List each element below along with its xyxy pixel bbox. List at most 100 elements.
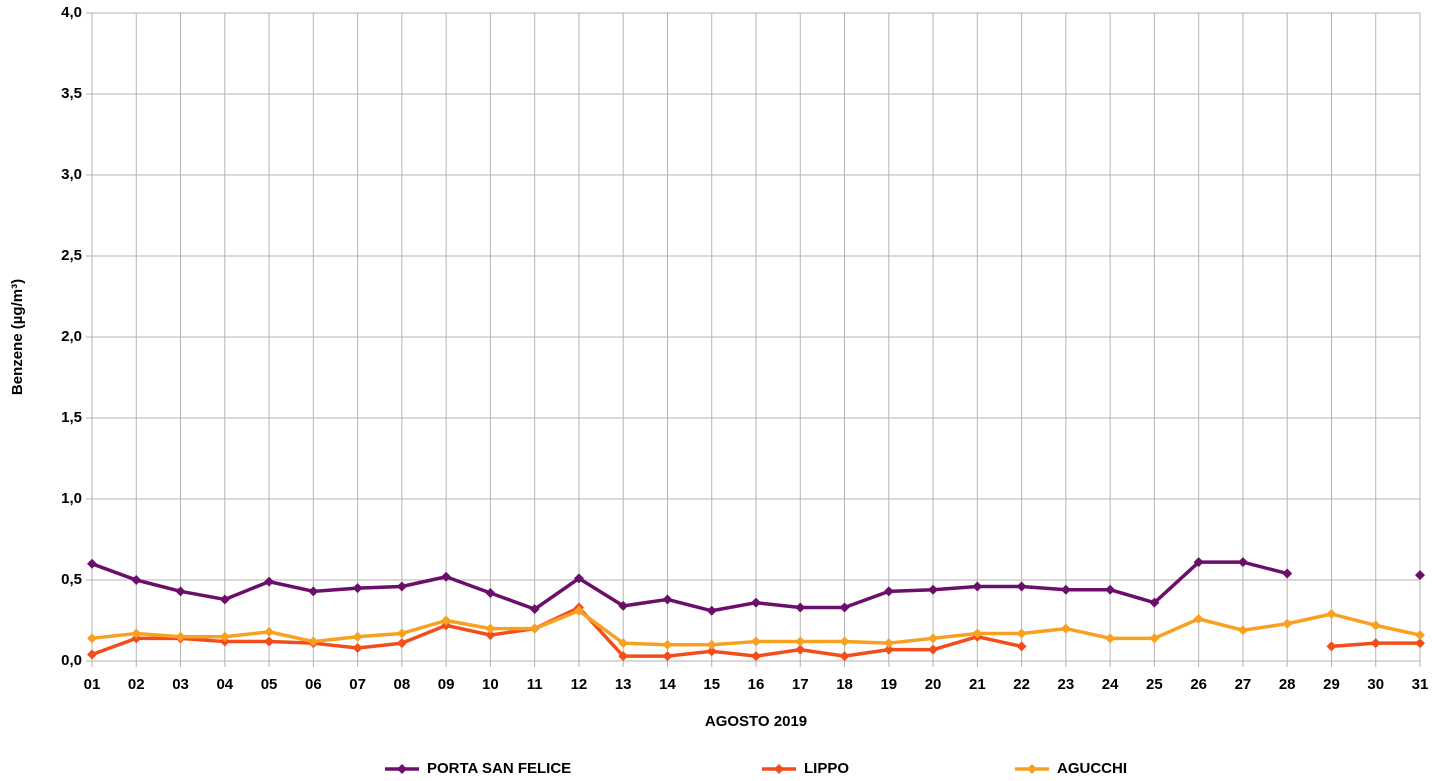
data-point [219,594,230,605]
data-point [839,602,850,613]
y-tick-label: 1,5 [61,409,82,426]
x-tick-label: 25 [1146,676,1163,693]
data-point [1016,641,1027,652]
data-point [928,584,939,595]
x-tick-label: 11 [527,676,543,693]
legend-label: LIPPO [804,760,849,777]
data-point [839,636,850,647]
data-point [662,594,673,605]
data-point [751,651,761,662]
legend-marker [1027,764,1037,774]
data-point [618,638,629,649]
x-tick-label: 16 [748,676,765,693]
x-tick-label: 12 [571,676,588,693]
x-tick-label: 30 [1367,676,1384,693]
data-point [1237,557,1248,568]
y-tick-label: 3,0 [61,166,82,183]
x-tick-label: 22 [1013,676,1030,693]
data-point [1415,638,1425,649]
x-tick-label: 27 [1235,676,1252,693]
data-point [573,605,584,616]
data-point [87,649,97,660]
data-point [396,581,407,592]
data-point [1326,641,1337,652]
x-tick-label: 14 [659,676,676,693]
data-point [441,615,452,626]
data-point [1282,618,1293,629]
data-point [1060,623,1071,634]
data-point [706,639,717,650]
data-point [529,604,540,615]
y-tick-label: 0,0 [61,652,82,669]
legend-marker [774,764,784,774]
data-point [751,636,761,647]
data-point [839,651,850,662]
x-tick-label: 31 [1412,676,1429,693]
data-point [441,571,452,582]
data-point [131,575,142,585]
data-point [175,586,186,597]
data-point [1105,633,1116,644]
data-point [1016,581,1027,592]
data-point [1326,609,1337,620]
data-point [1149,597,1160,608]
data-point [131,628,142,639]
y-tick-label: 2,0 [61,328,82,345]
data-point [751,597,761,608]
data-point [573,573,584,584]
data-point [264,626,275,637]
data-point [618,600,629,611]
data-point [795,602,806,613]
data-point [1282,568,1293,579]
data-point [928,644,939,655]
x-tick-label: 06 [305,676,322,693]
x-tick-label: 21 [969,676,986,693]
data-point [972,581,983,592]
data-point [396,628,407,639]
x-tick-label: 15 [703,676,720,693]
x-tick-label: 19 [880,676,897,693]
data-point [883,638,894,649]
data-point [87,558,97,569]
x-tick-label: 28 [1279,676,1296,693]
data-point [662,639,673,650]
data-point [352,643,363,654]
y-tick-label: 0,5 [61,571,82,588]
data-point [795,636,806,647]
x-tick-label: 24 [1102,676,1119,693]
data-point [795,644,806,655]
data-point [87,633,97,644]
data-point [706,605,717,616]
x-tick-label: 05 [261,676,278,693]
x-tick-label: 18 [836,676,853,693]
data-point [928,633,939,644]
legend-label: PORTA SAN FELICE [427,760,571,777]
data-point [308,636,319,647]
x-tick-label: 09 [438,676,455,693]
data-point [219,631,230,642]
data-point [1370,620,1381,631]
y-axis-title: Benzene (µg/m³) [9,279,26,395]
data-point [1415,570,1425,581]
data-point [1237,625,1248,636]
data-point [396,638,407,649]
x-tick-label: 02 [128,676,145,693]
data-point [1105,584,1116,595]
data-point [175,631,186,642]
x-axis-title: AGOSTO 2019 [705,713,807,730]
data-point [352,583,363,594]
x-tick-label: 03 [172,676,189,693]
x-tick-label: 23 [1058,676,1075,693]
data-point [485,623,496,634]
data-point [972,628,983,639]
data-point [1016,628,1027,639]
data-point [264,636,275,647]
y-tick-label: 2,5 [61,247,82,264]
x-tick-label: 13 [615,676,632,693]
x-tick-label: 01 [84,676,101,693]
data-point [1060,584,1071,595]
x-tick-label: 08 [394,676,411,693]
data-point [1193,613,1204,624]
x-tick-label: 04 [216,676,233,693]
